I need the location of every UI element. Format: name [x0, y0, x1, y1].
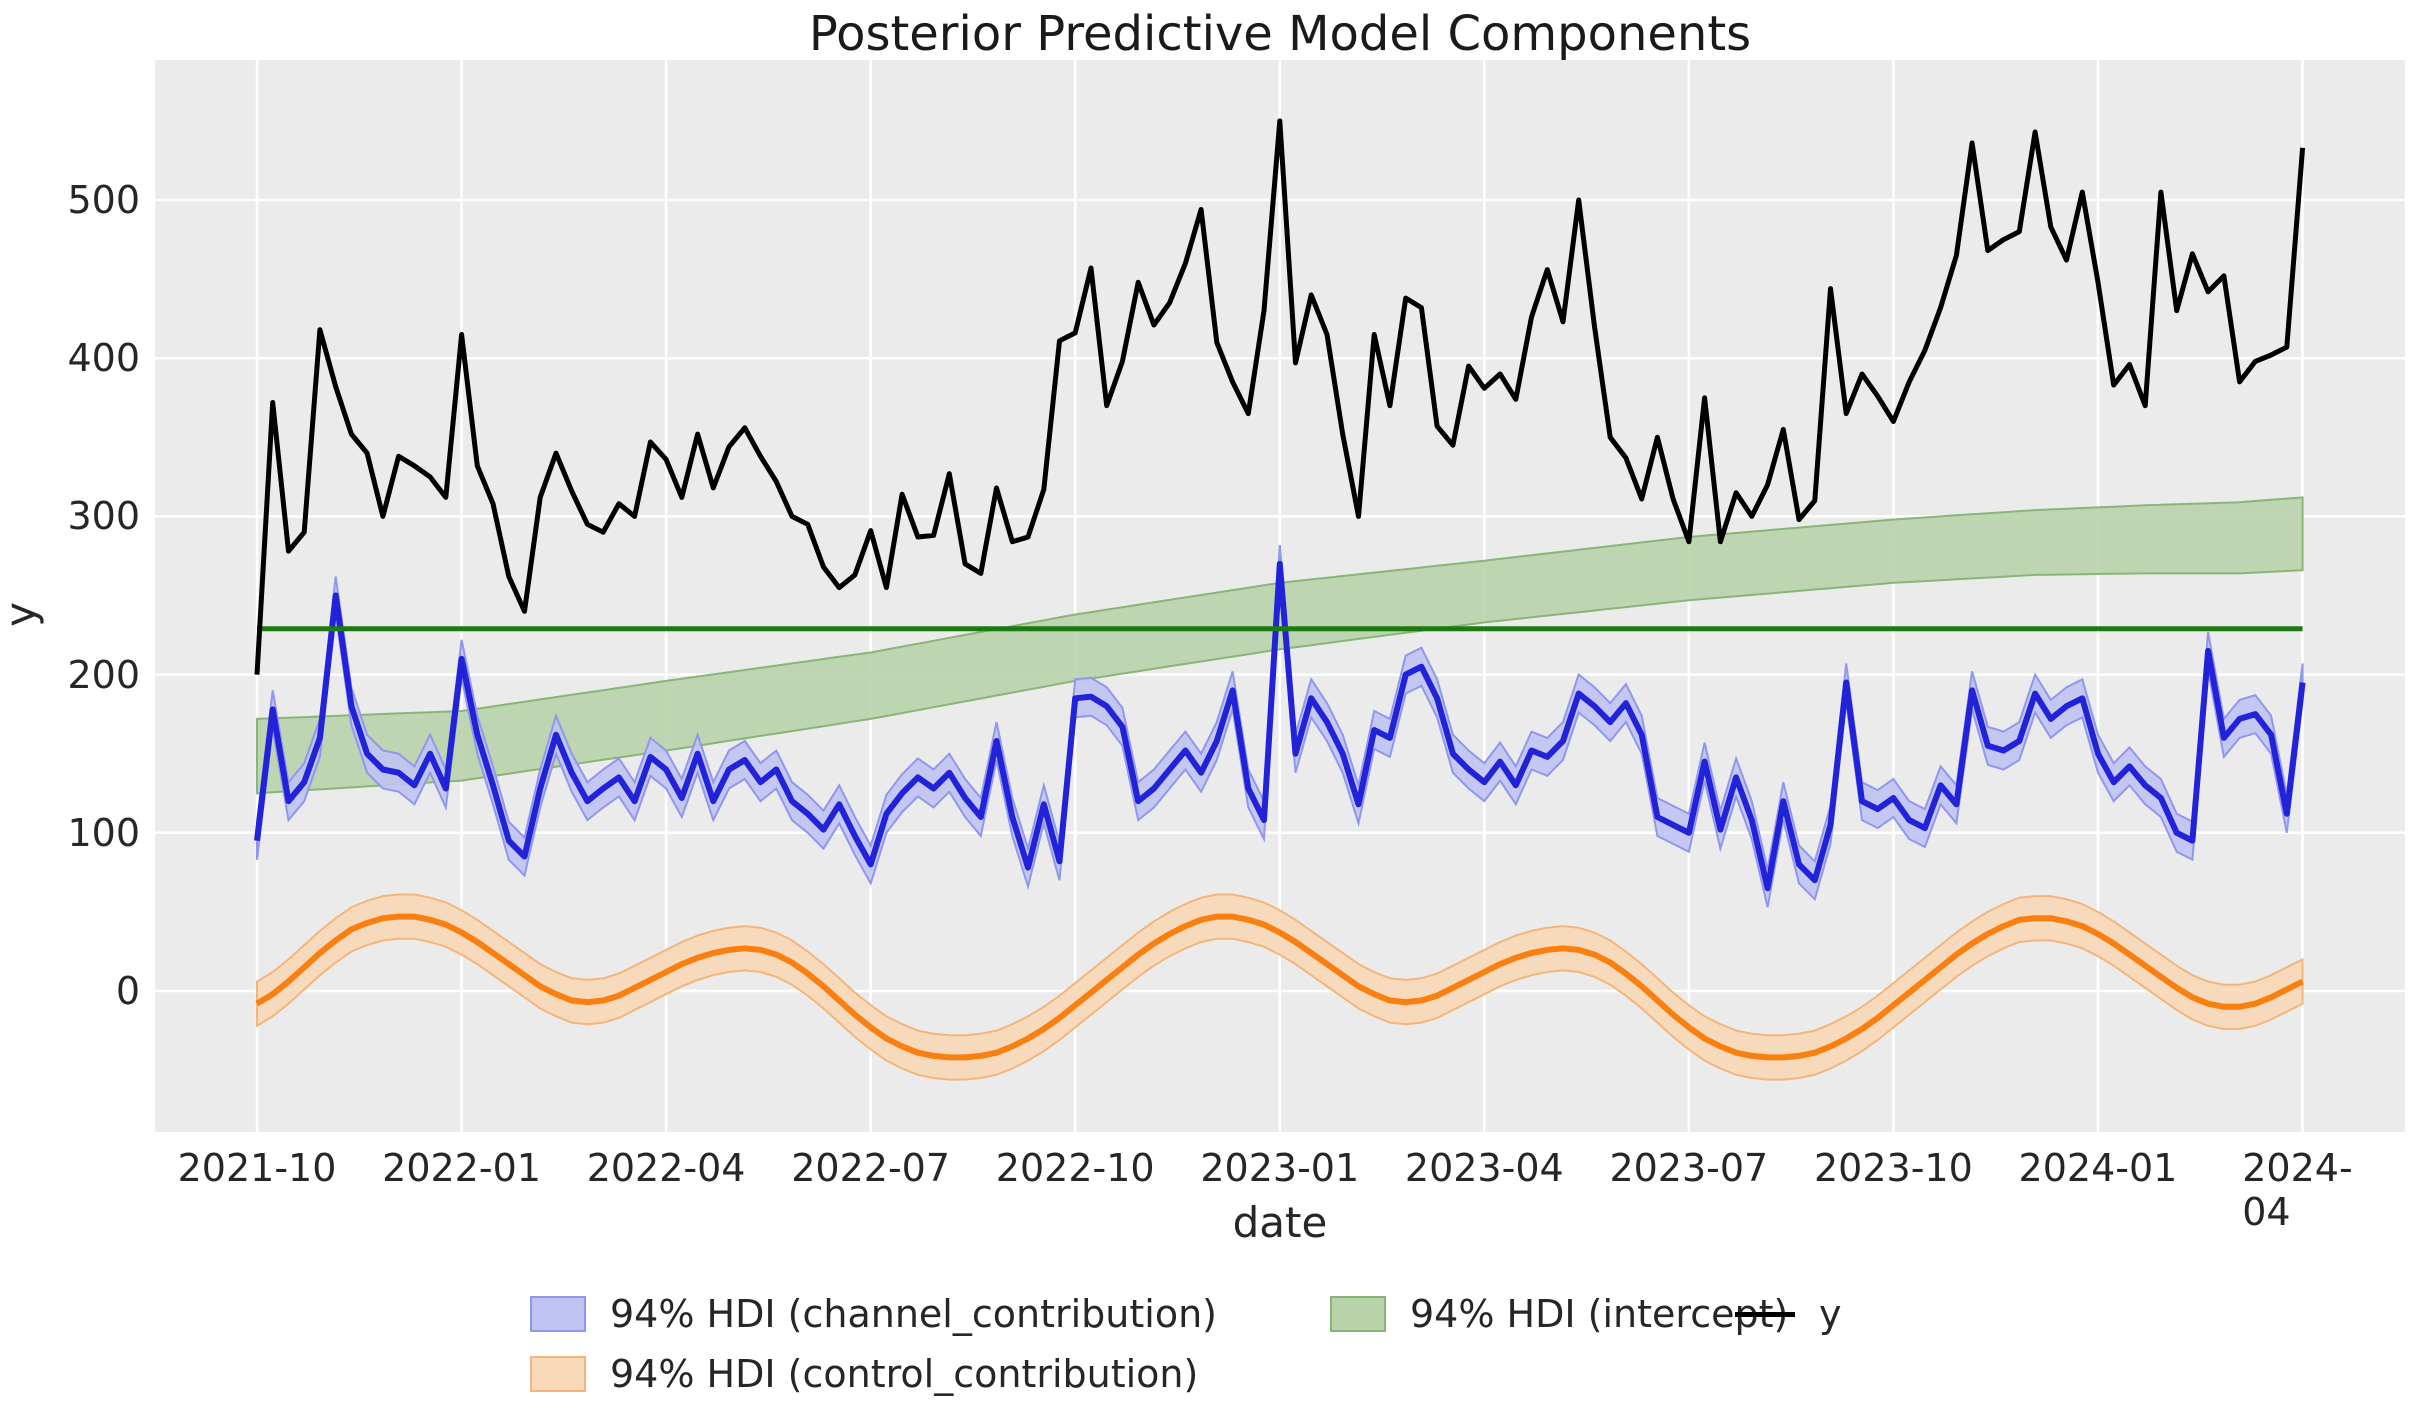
legend-label-control: 94% HDI (control_contribution) — [610, 1352, 1199, 1396]
x-axis-label: date — [1232, 1198, 1328, 1247]
legend-item-channel: 94% HDI (channel_contribution) — [530, 1292, 1217, 1336]
x-tick-label: 2023-10 — [1814, 1146, 1973, 1190]
x-tick-label: 2023-01 — [1200, 1146, 1360, 1190]
x-tick-label: 2021-10 — [177, 1146, 337, 1190]
x-tick-label: 2022-01 — [382, 1146, 541, 1190]
x-tick-label: 2023-04 — [1404, 1146, 1564, 1190]
legend-item-control: 94% HDI (control_contribution) — [530, 1352, 1198, 1396]
legend-label-channel: 94% HDI (channel_contribution) — [610, 1292, 1217, 1336]
x-tick-label: 2023-07 — [1609, 1146, 1769, 1190]
y-tick-label: 0 — [115, 969, 140, 1013]
x-tick-label: 2022-04 — [586, 1146, 746, 1190]
y-tick-label: 100 — [67, 810, 140, 855]
y-line-swatch — [1735, 1311, 1795, 1317]
legend-item-intercept: 94% HDI (intercept) — [1330, 1292, 1788, 1336]
chart-svg — [155, 60, 2405, 1132]
y-tick-label: 300 — [67, 494, 140, 539]
legend-item-y: y — [1735, 1292, 1842, 1336]
y-tick-label: 400 — [67, 336, 140, 381]
chart-title: Posterior Predictive Model Components — [808, 6, 1752, 62]
plot-area — [155, 60, 2405, 1132]
legend-label-intercept: 94% HDI (intercept) — [1410, 1292, 1789, 1336]
x-tick-label: 2022-10 — [995, 1146, 1155, 1190]
x-tick-label: 2024-01 — [2018, 1146, 2178, 1190]
y-tick-label: 500 — [67, 178, 140, 222]
x-tick-label: 2022-07 — [791, 1146, 951, 1190]
intercept-hdi-swatch — [1330, 1296, 1386, 1332]
x-tick-label: 2024-04 — [2242, 1146, 2353, 1234]
legend-label-y: y — [1819, 1292, 1842, 1336]
channel-hdi-swatch — [530, 1296, 586, 1332]
y-axis-label: y — [0, 602, 45, 627]
control-hdi-swatch — [530, 1356, 586, 1392]
y-tick-label: 200 — [67, 652, 140, 697]
